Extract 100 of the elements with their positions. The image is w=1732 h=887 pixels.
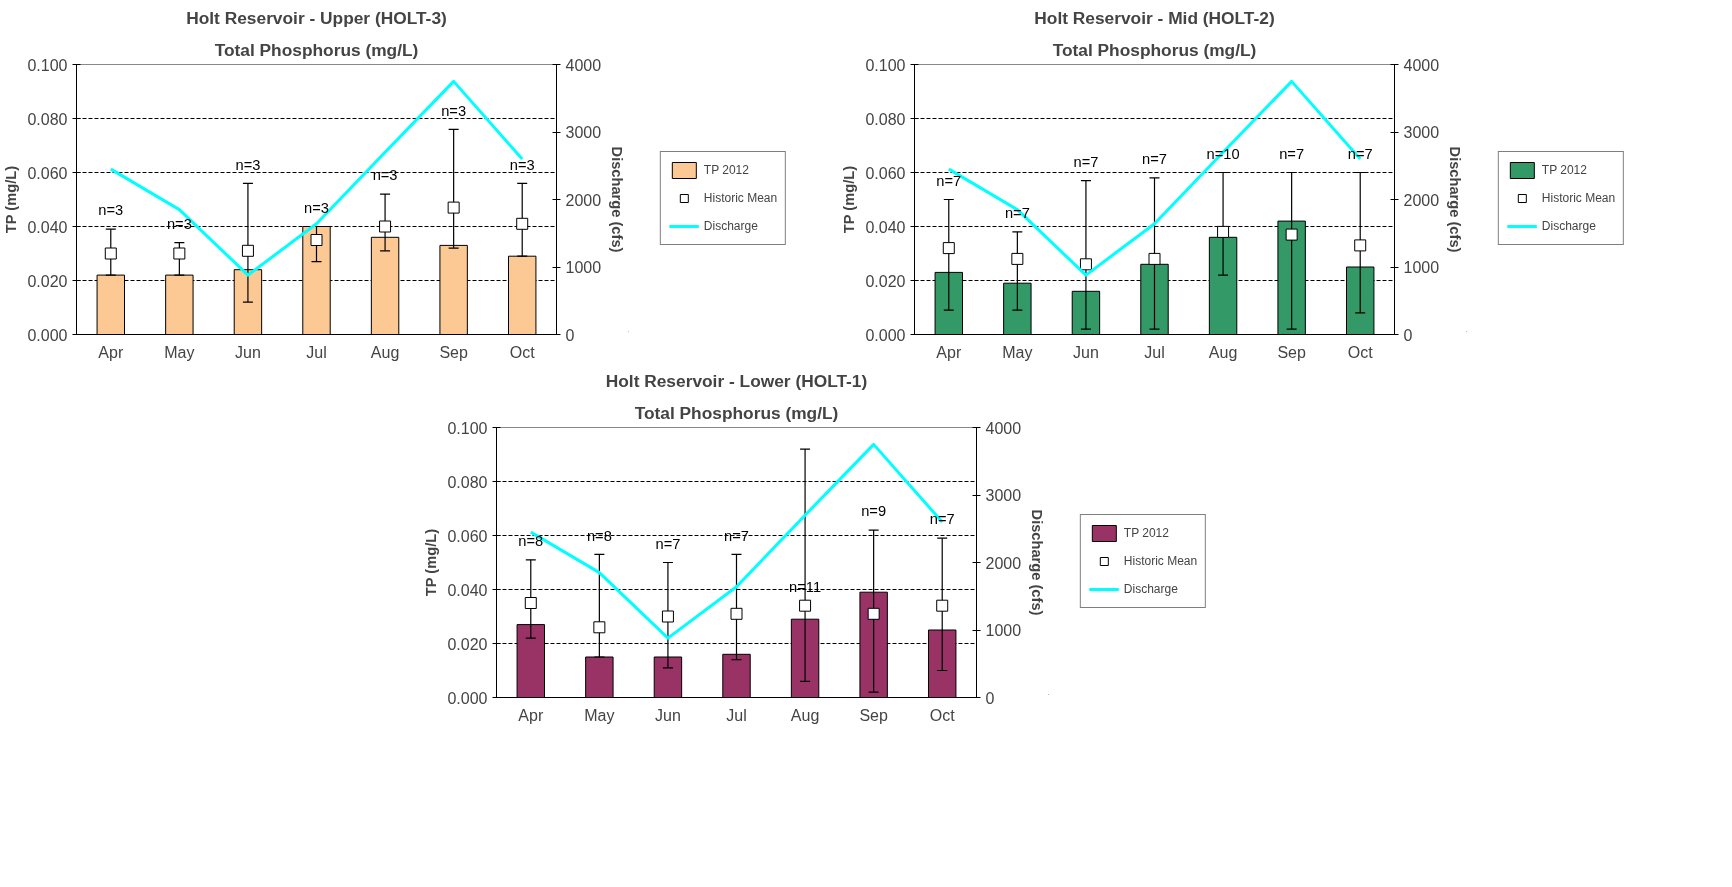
chart-title: Holt Reservoir - Upper (HOLT-3) bbox=[186, 7, 447, 28]
x-tick-label: Oct bbox=[509, 343, 536, 361]
y-tick-label: 0.080 bbox=[447, 473, 488, 491]
point bbox=[1148, 252, 1161, 265]
point bbox=[241, 244, 254, 257]
y2-tick-label: 0 bbox=[565, 326, 575, 344]
annotation: n=7 bbox=[1073, 153, 1099, 170]
annotation: n=7 bbox=[929, 511, 955, 528]
x-tick-label: Jul bbox=[1144, 343, 1165, 361]
point bbox=[516, 217, 529, 230]
y2-tick-label: 1000 bbox=[985, 622, 1022, 639]
chart-subtitle: Total Phosphorus (mg/L) bbox=[214, 39, 419, 60]
y2-tick-label: 3000 bbox=[985, 487, 1022, 504]
point bbox=[173, 247, 186, 260]
x-tick-label: Jul bbox=[726, 706, 747, 724]
chart-title: Holt Reservoir - Lower (HOLT-1) bbox=[605, 370, 868, 391]
annotation: n=9 bbox=[861, 503, 887, 520]
x-tick-label: Jun bbox=[1073, 343, 1099, 361]
y-axis-title: TP (mg/L) bbox=[3, 165, 20, 234]
y2-tick-label: 1000 bbox=[1403, 259, 1440, 276]
x-tick-label: Aug bbox=[790, 706, 820, 724]
x-tick-label: Oct bbox=[1347, 343, 1374, 361]
legend-label: Historic Mean bbox=[1541, 190, 1616, 205]
y-axis-title: TP (mg/L) bbox=[423, 528, 440, 597]
point bbox=[379, 220, 392, 233]
y-tick-label: 0.020 bbox=[447, 635, 488, 653]
y-tick-label: 0.060 bbox=[447, 527, 488, 545]
y-tick-label: 0.060 bbox=[27, 164, 68, 182]
y-tick-label: 0.080 bbox=[27, 110, 68, 128]
y2-tick-label: 2000 bbox=[565, 191, 602, 209]
point bbox=[936, 599, 949, 612]
x-tick-label: Sep bbox=[1277, 343, 1306, 361]
annotation: n=8 bbox=[518, 533, 544, 549]
x-tick-label: Apr bbox=[936, 343, 962, 361]
point bbox=[661, 610, 674, 623]
y-tick-label: 0.100 bbox=[27, 56, 68, 74]
annotation: n=3 bbox=[441, 102, 467, 119]
legend-label: Discharge bbox=[1541, 218, 1596, 233]
x-tick-label: May bbox=[164, 343, 195, 361]
y-tick-label: 0.020 bbox=[27, 272, 68, 290]
y2-tick-label: 0 bbox=[1403, 326, 1413, 344]
y-axis-title: TP (mg/L) bbox=[841, 165, 858, 234]
y-tick-label: 0.020 bbox=[865, 272, 906, 290]
y2-tick-label: 2000 bbox=[985, 554, 1022, 572]
x-tick-label: Oct bbox=[929, 706, 956, 724]
annotation: n=7 bbox=[1142, 151, 1167, 168]
annotation: n=3 bbox=[98, 202, 124, 219]
point bbox=[1217, 225, 1230, 238]
y-tick-label: 0.060 bbox=[865, 164, 906, 182]
x-tick-label: Jul bbox=[306, 343, 327, 361]
chart-title: Holt Reservoir - Mid (HOLT-2) bbox=[1034, 7, 1275, 28]
x-tick-label: Sep bbox=[859, 706, 888, 724]
x-tick-label: Jun bbox=[235, 343, 261, 361]
point bbox=[1011, 252, 1024, 265]
legend-label: Historic Mean bbox=[703, 190, 778, 205]
y-tick-label: 0.000 bbox=[27, 326, 68, 344]
x-tick-label: Sep bbox=[439, 343, 468, 361]
point bbox=[447, 201, 460, 214]
legend-label: Discharge bbox=[703, 218, 758, 233]
y2-tick-label: 3000 bbox=[1403, 124, 1440, 141]
point bbox=[867, 607, 880, 620]
y2-axis-title: Discharge (cfs) bbox=[609, 146, 626, 253]
y2-tick-label: 4000 bbox=[565, 56, 602, 74]
legend-label: TP 2012 bbox=[703, 162, 749, 177]
y-tick-label: 0.100 bbox=[865, 56, 906, 74]
y-tick-label: 0.040 bbox=[865, 218, 906, 236]
annotation: n=7 bbox=[936, 172, 962, 189]
annotation: n=3 bbox=[166, 215, 192, 232]
point bbox=[1354, 239, 1367, 252]
x-tick-label: Aug bbox=[1208, 343, 1238, 361]
point bbox=[799, 599, 812, 612]
point bbox=[1079, 258, 1092, 271]
y2-tick-label: 4000 bbox=[1403, 56, 1440, 74]
chart-subtitle: Total Phosphorus (mg/L) bbox=[634, 402, 839, 423]
x-tick-label: May bbox=[1002, 343, 1033, 361]
annotation: n=3 bbox=[235, 156, 261, 173]
y2-axis-title: Discharge (cfs) bbox=[1029, 509, 1046, 616]
annotation: n=3 bbox=[304, 199, 329, 216]
x-tick-label: Aug bbox=[370, 343, 400, 361]
x-tick-label: Apr bbox=[518, 706, 544, 724]
annotation: n=7 bbox=[655, 535, 681, 552]
legend-label: Historic Mean bbox=[1123, 553, 1198, 568]
y2-tick-label: 3000 bbox=[565, 124, 602, 141]
x-tick-label: Jun bbox=[655, 706, 681, 724]
annotation: n=7 bbox=[724, 527, 749, 544]
x-tick-label: Apr bbox=[98, 343, 124, 361]
legend-label: Discharge bbox=[1123, 581, 1178, 596]
point bbox=[104, 247, 117, 260]
y-tick-label: 0.000 bbox=[865, 326, 906, 344]
point bbox=[593, 621, 606, 634]
legend-label: TP 2012 bbox=[1123, 525, 1169, 540]
y2-tick-label: 2000 bbox=[1403, 191, 1440, 209]
y-tick-label: 0.080 bbox=[865, 110, 906, 128]
y-tick-label: 0.040 bbox=[27, 218, 68, 236]
y-tick-label: 0.040 bbox=[447, 581, 488, 599]
y2-tick-label: 0 bbox=[985, 689, 995, 707]
annotation: n=3 bbox=[509, 156, 535, 173]
y-tick-label: 0.100 bbox=[447, 419, 488, 437]
annotation: n=7 bbox=[1279, 145, 1305, 162]
point bbox=[1285, 228, 1298, 241]
